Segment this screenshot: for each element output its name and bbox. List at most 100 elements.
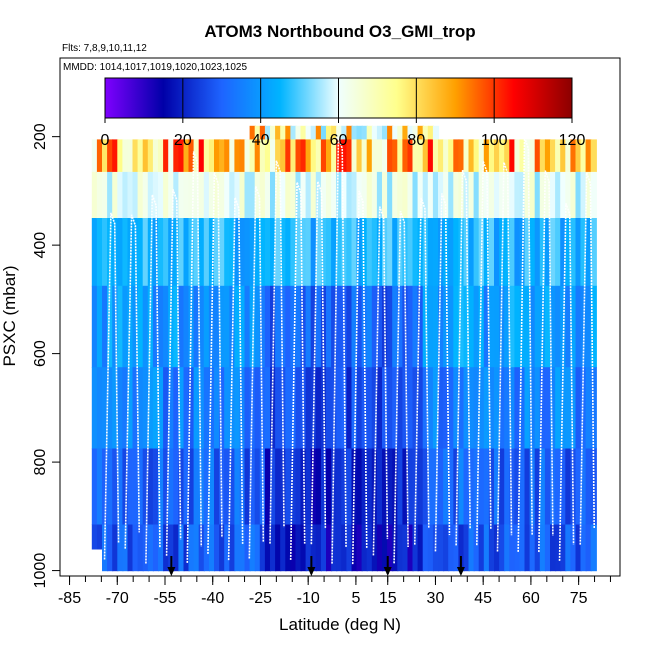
heatmap-cell xyxy=(427,125,434,140)
heatmap-cell xyxy=(102,524,109,572)
heatmap-cell xyxy=(259,218,266,287)
heatmap-cell xyxy=(478,171,485,219)
heatmap-cell xyxy=(356,125,363,140)
heatmap-cell xyxy=(509,285,516,368)
heatmap-cell xyxy=(305,524,312,572)
heatmap-cell xyxy=(305,171,312,219)
heatmap-cell xyxy=(361,524,368,572)
profile-arrow xyxy=(307,556,316,576)
heatmap-cell xyxy=(331,285,338,368)
heatmap-cell xyxy=(214,448,221,525)
heatmap-cell xyxy=(198,218,205,287)
heatmap-cell xyxy=(300,139,307,173)
heatmap-cell xyxy=(305,218,312,287)
heatmap-cell xyxy=(142,367,149,450)
heatmap-cell xyxy=(208,285,216,368)
heatmap-cell xyxy=(117,139,124,173)
heatmap-cell xyxy=(188,367,195,450)
heatmap-cell xyxy=(550,218,557,287)
heatmap-cell xyxy=(280,285,287,368)
flight-trace xyxy=(227,197,244,561)
heatmap-cell xyxy=(499,448,506,525)
profile-arrow xyxy=(167,556,176,576)
heatmap-cell xyxy=(443,139,450,173)
heatmap-cell xyxy=(193,367,200,450)
heatmap-cell xyxy=(392,171,399,219)
heatmap-cell xyxy=(509,367,516,450)
heatmap-cell xyxy=(346,285,353,368)
heatmap-cell xyxy=(254,367,261,450)
heatmap-cell xyxy=(127,139,134,173)
heatmap-cell xyxy=(570,367,577,450)
heatmap-cell xyxy=(320,218,328,287)
heatmap-cell xyxy=(488,448,496,525)
heatmap-cell xyxy=(270,367,277,450)
heatmap-cell xyxy=(504,367,511,450)
heatmap-cell xyxy=(112,139,119,173)
heatmap-cell xyxy=(290,285,297,368)
heatmap-cell xyxy=(158,524,165,572)
heatmap-cell xyxy=(285,125,292,140)
heatmap-cell xyxy=(270,139,277,173)
heatmap-cell xyxy=(315,218,322,287)
heatmap-cell xyxy=(438,367,445,450)
heatmap-cell xyxy=(371,524,378,572)
heatmap-cell xyxy=(575,448,582,525)
heatmap-cell xyxy=(214,524,221,572)
heatmap-cell xyxy=(198,524,205,572)
heatmap-cell xyxy=(356,171,363,219)
heatmap-cell xyxy=(147,139,154,173)
heatmap-cell xyxy=(163,367,170,450)
heatmap-cell xyxy=(504,218,511,287)
heatmap-cell xyxy=(519,171,526,219)
colorbar-ticks: 0 20 40 60 80 100 120 xyxy=(101,78,585,149)
heatmap-cell xyxy=(402,367,409,450)
heatmap-cell xyxy=(468,218,475,287)
heatmap-cell xyxy=(127,524,134,572)
x-tick-label: -55 xyxy=(153,590,176,607)
heatmap-cell xyxy=(259,524,266,572)
flight-trace xyxy=(165,189,182,556)
heatmap-cell xyxy=(376,448,384,525)
heatmap-cell xyxy=(310,524,317,572)
heatmap-cell xyxy=(112,218,119,287)
heatmap-cell xyxy=(198,367,205,450)
heatmap-cell xyxy=(295,524,302,572)
heatmap-cell xyxy=(351,367,358,450)
heatmap-cell xyxy=(570,524,577,572)
heatmap-cell xyxy=(336,285,343,368)
heatmap-cell xyxy=(565,218,572,287)
heatmap-cell xyxy=(315,524,322,572)
heatmap-cell xyxy=(132,218,139,287)
heatmap-cell xyxy=(244,448,251,525)
heatmap-cell xyxy=(382,218,389,287)
heatmap-cell xyxy=(239,139,246,173)
y-axis: 200 400 600 800 1000 xyxy=(32,123,61,588)
heatmap-cell xyxy=(320,524,328,572)
heatmap-cell xyxy=(219,171,226,219)
heatmap-cell xyxy=(539,524,546,572)
heatmap-cell xyxy=(371,218,378,287)
heatmap-cell xyxy=(427,171,434,219)
heatmap-cell xyxy=(570,448,577,525)
heatmap-cell xyxy=(524,139,531,173)
heatmap-cell xyxy=(193,139,200,173)
heatmap-cell xyxy=(259,139,266,173)
heatmap-cell xyxy=(208,171,216,219)
heatmap-cell xyxy=(427,524,434,572)
heatmap-cell xyxy=(341,448,348,525)
heatmap-cell xyxy=(193,524,200,572)
heatmap-cell xyxy=(376,218,384,287)
heatmap-cell xyxy=(96,218,104,287)
heatmap-cell xyxy=(91,448,98,525)
heatmap-cell xyxy=(432,139,440,173)
heatmap-cell xyxy=(122,218,129,287)
heatmap-cell xyxy=(234,448,241,525)
heatmap-cell xyxy=(239,171,246,219)
heatmap-cell xyxy=(254,218,261,287)
heatmap-cell xyxy=(555,524,562,572)
heatmap-cell xyxy=(565,367,572,450)
heatmap-cell xyxy=(361,139,368,173)
heatmap-cell xyxy=(341,171,348,219)
heatmap-cell xyxy=(280,171,287,219)
